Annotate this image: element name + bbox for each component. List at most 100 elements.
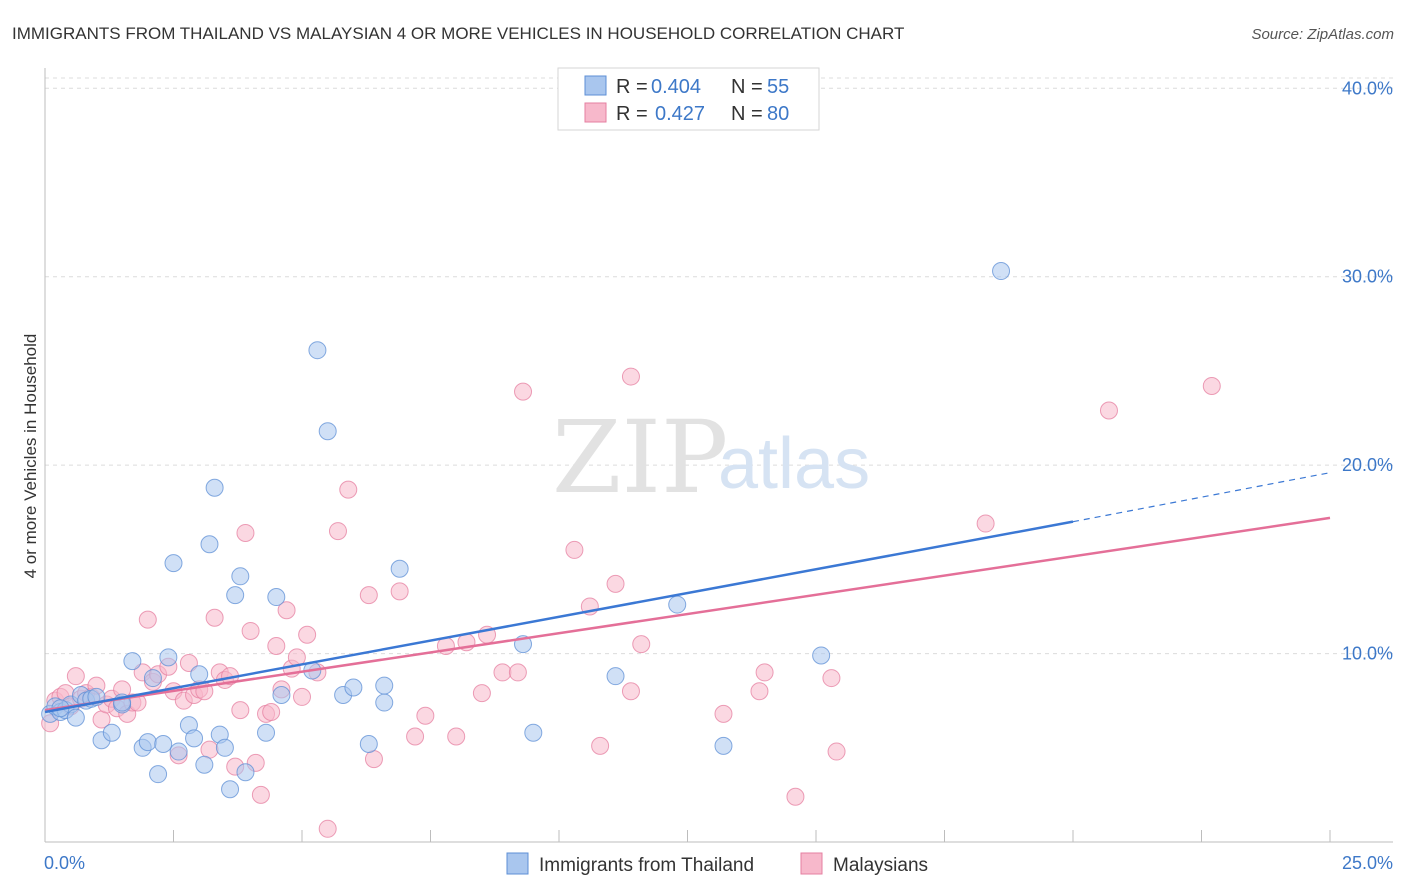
watermark-atlas: atlas <box>718 424 870 504</box>
malaysians-point <box>328 522 347 541</box>
malaysians-point <box>1202 376 1221 395</box>
trend-line-thailand <box>44 520 1074 714</box>
malaysians-point <box>205 608 224 627</box>
bottom-legend: Immigrants from Thailand Malaysians <box>506 852 928 876</box>
y-tick-label-0: 10.0% <box>1342 644 1393 664</box>
thailand-point <box>205 478 224 497</box>
thailand-point <box>215 738 234 757</box>
stats-legend-swatch-malaysians <box>584 102 607 123</box>
grid-lines <box>45 77 1393 655</box>
thailand-point <box>195 755 214 774</box>
trend-line-thailand-extension <box>1072 472 1331 523</box>
malaysians-point <box>493 663 512 682</box>
stats-legend-r-value-2: 0.427 <box>655 103 705 125</box>
malaysians-point <box>416 706 435 725</box>
data-points <box>41 262 1221 838</box>
malaysians-point <box>565 540 584 559</box>
thailand-point <box>714 736 733 755</box>
malaysians-point <box>632 635 651 654</box>
malaysians-point <box>231 701 250 720</box>
thailand-point <box>138 733 157 752</box>
malaysians-point <box>298 625 317 644</box>
thailand-point <box>236 763 255 782</box>
thailand-point <box>812 646 831 665</box>
malaysians-point <box>786 787 805 806</box>
thailand-point <box>200 535 219 554</box>
malaysians-point <box>236 523 255 542</box>
thailand-point <box>66 708 85 727</box>
malaysians-point <box>827 742 846 761</box>
malaysians-point <box>200 740 219 759</box>
thailand-point <box>318 422 337 441</box>
trend-lines <box>44 472 1331 714</box>
malaysians-point <box>241 621 260 640</box>
thailand-point <box>524 723 543 742</box>
stats-legend-n-label-1: N = <box>731 76 763 98</box>
malaysians-point <box>66 667 85 686</box>
trend-line-malaysians <box>44 516 1331 712</box>
thailand-point <box>390 559 409 578</box>
malaysians-point <box>339 480 358 499</box>
malaysians-point <box>750 682 769 701</box>
malaysians-point <box>472 684 491 703</box>
malaysians-point <box>714 704 733 723</box>
thailand-point <box>375 693 394 712</box>
stats-legend-swatch-thailand <box>584 75 607 96</box>
thailand-point <box>267 588 286 607</box>
thailand-point <box>272 686 291 705</box>
chart-title: IMMIGRANTS FROM THAILAND VS MALAYSIAN 4 … <box>12 24 904 43</box>
watermark-zip: ZIP <box>552 399 728 516</box>
y-tick-label-2: 30.0% <box>1342 267 1393 287</box>
thailand-point <box>668 595 687 614</box>
thailand-point <box>375 676 394 695</box>
thailand-point <box>231 567 250 586</box>
y-tick-labels: 10.0% 20.0% 30.0% 40.0% <box>1342 78 1393 663</box>
thailand-point <box>257 723 276 742</box>
thailand-point <box>606 667 625 686</box>
malaysians-point <box>390 582 409 601</box>
thailand-point <box>226 586 245 605</box>
thailand-point <box>992 262 1011 281</box>
bottom-legend-label-malaysians: Malaysians <box>833 855 928 876</box>
malaysians-point <box>591 736 610 755</box>
thailand-point <box>221 780 240 799</box>
stats-legend-n-value-2: 80 <box>767 103 789 125</box>
stats-legend-n-label-2: N = <box>731 103 763 125</box>
thailand-point <box>344 678 363 697</box>
malaysians-point <box>318 819 337 838</box>
malaysians-point <box>976 514 995 533</box>
bottom-legend-label-thailand: Immigrants from Thailand <box>539 855 754 876</box>
malaysians-point <box>1099 401 1118 420</box>
thailand-point <box>149 765 168 784</box>
malaysians-point <box>251 785 270 804</box>
malaysians-point <box>621 682 640 701</box>
x-tick-label-left: 0.0% <box>44 853 85 873</box>
malaysians-point <box>179 653 198 672</box>
thailand-point <box>154 735 173 754</box>
malaysians-point <box>364 750 383 769</box>
y-tick-label-3: 40.0% <box>1342 78 1393 98</box>
y-axis-label: 4 or more Vehicles in Household <box>21 334 40 579</box>
y-tick-label-1: 20.0% <box>1342 455 1393 475</box>
thailand-point <box>102 723 121 742</box>
malaysians-point <box>267 637 286 656</box>
thailand-point <box>190 665 209 684</box>
stats-legend-r-value-1: 0.404 <box>651 76 701 98</box>
malaysians-point <box>293 687 311 706</box>
thailand-point <box>159 648 178 667</box>
chart-source: Source: ZipAtlas.com <box>1251 26 1394 43</box>
thailand-point <box>143 669 162 688</box>
malaysians-point <box>359 586 378 605</box>
stats-legend-n-value-1: 55 <box>767 76 789 98</box>
stats-legend-r-label-1: R = <box>616 76 648 98</box>
malaysians-point <box>606 574 625 593</box>
malaysians-point <box>277 601 296 620</box>
stats-legend: R = 0.404 N = 55 R = 0.427 N = 80 <box>557 67 820 131</box>
malaysians-point <box>138 610 157 629</box>
malaysians-point <box>621 367 640 386</box>
thailand-point <box>123 652 142 671</box>
malaysians-point <box>514 382 533 401</box>
thailand-point <box>169 742 188 761</box>
